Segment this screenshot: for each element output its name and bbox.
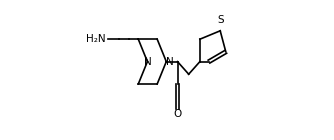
Text: S: S — [217, 15, 223, 25]
Text: H₂N: H₂N — [86, 34, 106, 44]
Text: O: O — [173, 109, 182, 119]
Text: N: N — [166, 57, 174, 67]
Text: N: N — [144, 57, 151, 67]
